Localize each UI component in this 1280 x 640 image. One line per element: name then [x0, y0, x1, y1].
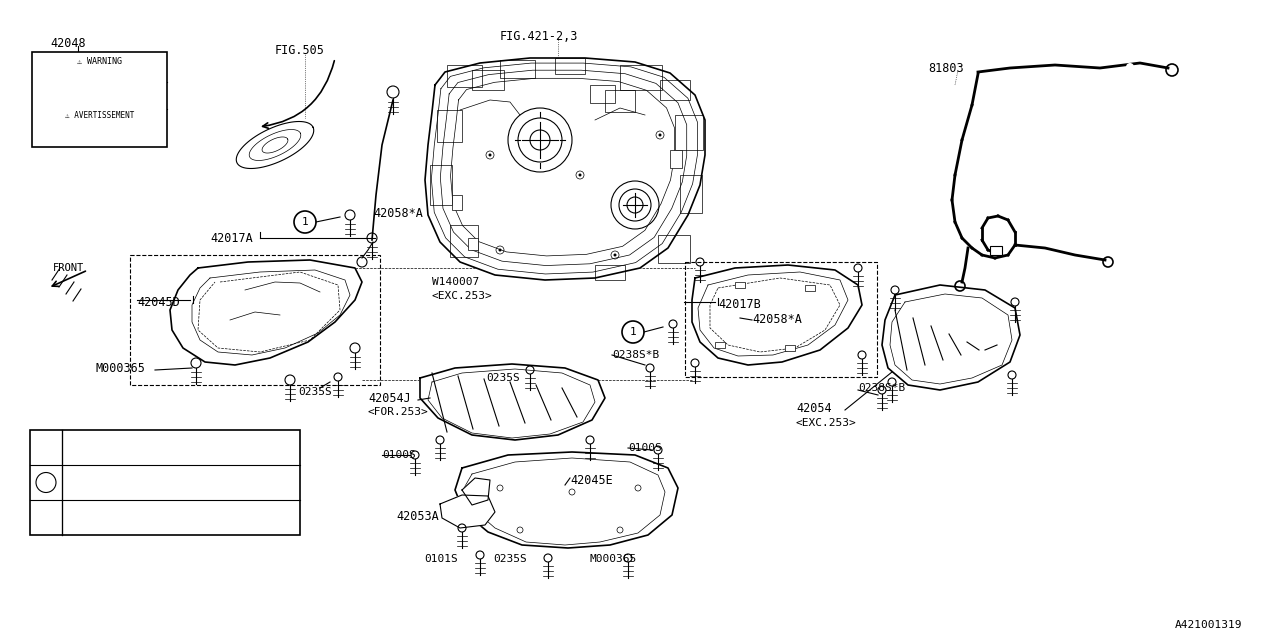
Circle shape	[658, 134, 662, 136]
Bar	[468, 238, 477, 250]
Text: 42053A: 42053A	[396, 510, 439, 523]
Text: 0235S: 0235S	[486, 373, 520, 383]
Bar	[785, 345, 795, 351]
Bar	[472, 70, 504, 90]
Text: 42058*A: 42058*A	[753, 313, 801, 326]
Circle shape	[1126, 63, 1134, 71]
Polygon shape	[170, 260, 362, 365]
Bar	[556, 58, 585, 74]
Text: 0235S: 0235S	[493, 554, 527, 564]
Bar	[131, 255, 380, 385]
Text: 42017B: 42017B	[718, 298, 760, 311]
Circle shape	[613, 253, 617, 257]
Circle shape	[498, 248, 502, 252]
Bar	[452, 195, 462, 210]
Text: <EXC.253>: <EXC.253>	[433, 291, 493, 301]
Text: 42058*A (0910-1212): 42058*A (0910-1212)	[68, 477, 196, 488]
Bar	[436, 110, 462, 142]
Text: 1: 1	[44, 477, 49, 488]
Text: FRONT: FRONT	[52, 263, 83, 273]
Text: 42048: 42048	[50, 37, 86, 50]
Text: ⚠ WARNING: ⚠ WARNING	[77, 57, 122, 66]
Text: M000364 (1212-): M000364 (1212-)	[68, 513, 169, 522]
Text: 0235S: 0235S	[298, 387, 332, 397]
Text: 42054J: 42054J	[369, 392, 411, 405]
Text: 42017A: 42017A	[210, 232, 252, 245]
Text: 0238S*B: 0238S*B	[612, 350, 659, 360]
Polygon shape	[237, 122, 314, 168]
Text: A421001319: A421001319	[1175, 620, 1242, 630]
Bar	[29, 430, 300, 535]
Bar	[735, 282, 745, 288]
Bar	[716, 342, 724, 348]
Polygon shape	[454, 452, 678, 548]
Bar	[660, 80, 690, 100]
Text: 1: 1	[630, 327, 636, 337]
Text: 0238S*B: 0238S*B	[858, 383, 905, 393]
Bar	[32, 52, 166, 147]
Polygon shape	[440, 495, 495, 528]
Text: ⚠ AVERTISSEMENT: ⚠ AVERTISSEMENT	[65, 111, 134, 120]
Bar	[595, 265, 625, 280]
Text: M000364 (-0910): M000364 (-0910)	[68, 442, 169, 452]
Text: <FOR.253>: <FOR.253>	[369, 407, 429, 417]
Text: 0100S: 0100S	[381, 450, 416, 460]
Polygon shape	[425, 58, 705, 280]
Text: 42054: 42054	[796, 402, 832, 415]
Bar	[447, 65, 483, 87]
Bar	[669, 150, 682, 168]
Text: FIG.505: FIG.505	[275, 44, 325, 57]
Bar	[430, 165, 452, 205]
Bar	[658, 235, 690, 263]
Text: 0100S: 0100S	[628, 443, 662, 453]
Text: 42045D: 42045D	[137, 296, 179, 309]
Text: <EXC.253>: <EXC.253>	[796, 418, 856, 428]
Text: M000365: M000365	[95, 362, 145, 375]
Text: 1: 1	[302, 217, 308, 227]
Polygon shape	[462, 478, 490, 505]
Text: M000365: M000365	[590, 554, 637, 564]
Text: W140007: W140007	[433, 277, 479, 287]
Bar	[620, 65, 662, 90]
Circle shape	[579, 173, 581, 177]
Bar	[451, 225, 477, 257]
Bar	[605, 90, 635, 112]
Polygon shape	[882, 285, 1020, 390]
Text: 0101S: 0101S	[424, 554, 458, 564]
Text: 42058*A: 42058*A	[372, 207, 422, 220]
Bar	[805, 285, 815, 291]
Bar	[590, 85, 614, 103]
Polygon shape	[692, 265, 861, 365]
Bar	[680, 175, 701, 213]
Bar	[675, 115, 703, 150]
Text: 81803: 81803	[928, 62, 964, 75]
Circle shape	[489, 154, 492, 157]
Bar	[989, 246, 1002, 255]
Polygon shape	[420, 364, 605, 440]
Bar	[685, 262, 877, 377]
Bar	[500, 60, 535, 78]
Text: 42045E: 42045E	[570, 474, 613, 487]
Text: FIG.421-2,3: FIG.421-2,3	[500, 30, 579, 43]
